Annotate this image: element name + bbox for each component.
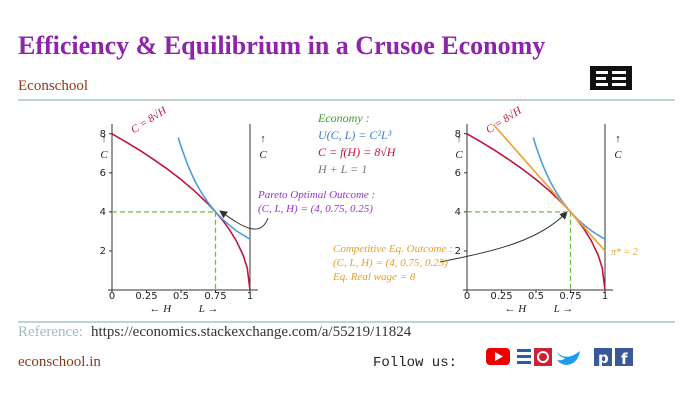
x-tick-label: 0: [109, 291, 115, 302]
arrow: [439, 211, 568, 263]
y-arrow: ↑: [615, 133, 621, 145]
annotation: Competitive Eq. Outcome :: [333, 243, 453, 255]
series-label: C = 8√H: [129, 104, 170, 136]
economy-line: C = f(H) = 8√H: [318, 145, 397, 159]
y-tick-label: 8: [100, 129, 106, 140]
x-tick-label: 1: [602, 291, 608, 302]
svg-text:p: p: [598, 349, 609, 367]
y-tick-label: 4: [100, 207, 106, 218]
x-tick-label: 0.25: [135, 291, 157, 302]
y-arrow: ↑: [456, 133, 462, 145]
follow: Follow us:: [373, 355, 457, 371]
y-arrow: ↑: [260, 133, 266, 145]
x-tick-label: 0.75: [559, 291, 581, 302]
y-tick-label: 6: [455, 168, 461, 179]
economy-line: Economy :: [317, 111, 370, 125]
y-arrow: ↑: [101, 133, 107, 145]
y-tick-label: 2: [455, 246, 461, 257]
x-tick-label: 0.5: [173, 291, 189, 302]
annotation: Eq. Real wage = 8: [332, 271, 416, 283]
y-axis-label: C: [100, 149, 108, 161]
x-tick-label: 0: [464, 291, 470, 302]
x-tick-label: 0.75: [204, 291, 226, 302]
x-tick-label: 0.25: [490, 291, 512, 302]
x-tick-label: 1: [247, 291, 253, 302]
economy-line: H + L = 1: [317, 162, 367, 176]
y-axis-label: C: [614, 149, 622, 161]
svg-text:f: f: [621, 350, 628, 368]
curve: [492, 123, 606, 252]
economy-line: U(C, L) = C²L³: [318, 128, 392, 142]
series-label: π* = 2: [611, 247, 638, 258]
social-icons[interactable]: p f: [486, 348, 633, 368]
y-tick-label: 2: [100, 246, 106, 257]
y-tick-label: 8: [455, 129, 461, 140]
l-label: L →: [553, 303, 574, 315]
h-label: ← H: [149, 303, 172, 315]
l-label: L →: [198, 303, 219, 315]
x-tick-label: 0.5: [528, 291, 544, 302]
brand: Econschool: [18, 78, 88, 94]
y-axis-label: C: [259, 149, 267, 161]
curve: [177, 137, 251, 240]
title: Efficiency & Equilibrium in a Crusoe Eco…: [18, 31, 545, 60]
arrow: [219, 210, 269, 230]
curve: [532, 137, 606, 240]
y-tick-label: 4: [455, 207, 461, 218]
annotation: (C, L, H) = (4, 0.75, 0.25): [333, 257, 448, 269]
annotation: Pareto Optimal Outcome :: [257, 189, 375, 201]
site[interactable]: econschool.in: [18, 354, 101, 370]
reference-label: Reference:: [18, 324, 83, 340]
series-label: C = 8√H: [484, 104, 525, 136]
y-axis-label: C: [455, 149, 463, 161]
reference-url[interactable]: https://economics.stackexchange.com/a/55…: [91, 324, 412, 340]
y-tick-label: 6: [100, 168, 106, 179]
annotation: (C, L, H) = (4, 0.75, 0.25): [258, 203, 373, 215]
logo: [590, 66, 632, 90]
h-label: ← H: [504, 303, 527, 315]
